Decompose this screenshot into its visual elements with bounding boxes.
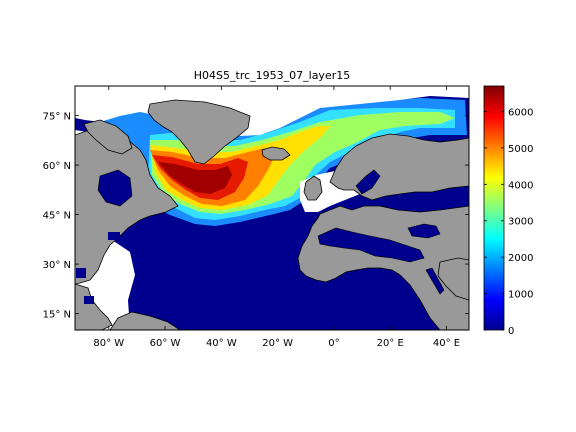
map-frame xyxy=(74,85,470,331)
inland-seas xyxy=(97,169,445,295)
land-arabia xyxy=(437,257,469,301)
y-tick-label: 15° N xyxy=(43,310,71,321)
y-axis: 15° N 30° N 45° N 60° N 75° N xyxy=(43,112,469,321)
sea-red-sea xyxy=(425,267,445,295)
land-north-america xyxy=(75,127,179,285)
y-tick-label: 60° N xyxy=(43,161,71,172)
y-tick-label: 45° N xyxy=(43,211,71,222)
colorbar-tick-label: 0 xyxy=(508,326,514,337)
colorbar xyxy=(483,85,505,331)
colorbar-tick-label: 4000 xyxy=(508,180,533,191)
colorbar-tick-label: 3000 xyxy=(508,217,533,228)
x-tick-label: 20° E xyxy=(377,338,404,349)
tracer-patch-gulf xyxy=(76,268,86,278)
x-tick-label: 0° xyxy=(328,338,339,349)
land-iceland xyxy=(261,146,291,161)
land-greenland xyxy=(147,99,251,165)
no-data-arctic xyxy=(75,86,469,136)
land-baffin-island xyxy=(83,119,133,155)
tracer-patch-caribbean xyxy=(84,296,94,304)
land-central-america xyxy=(75,283,113,330)
colorbar-tick-label: 2000 xyxy=(508,253,533,264)
sea-mediterranean xyxy=(317,227,425,263)
x-tick-label: 20° W xyxy=(262,338,293,349)
colorbar-axis: 0 1000 2000 3000 4000 5000 6000 xyxy=(484,107,533,337)
sea-black-sea xyxy=(407,223,441,239)
x-tick-label: 40° E xyxy=(433,338,460,349)
land-british-isles xyxy=(303,175,323,201)
x-tick-label: 60° W xyxy=(150,338,181,349)
sea-baltic xyxy=(355,169,381,195)
tracer-patch-carolina xyxy=(108,232,120,240)
edge-tracer-patches xyxy=(76,232,120,304)
y-tick-label: 75° N xyxy=(43,112,71,123)
map-area xyxy=(75,86,469,330)
tracer-band-core xyxy=(158,162,232,194)
colorbar-tick-label: 1000 xyxy=(508,290,533,301)
y-tick-label: 30° N xyxy=(43,260,71,271)
land-south-america xyxy=(109,311,181,330)
sea-hudson-bay xyxy=(97,169,133,207)
x-tick-label: 40° W xyxy=(206,338,237,349)
colorbar-tick-label: 6000 xyxy=(508,107,533,118)
x-axis: 80° W 60° W 40° W 20° W 0° 20° E 40° E xyxy=(93,86,460,349)
x-tick-label: 80° W xyxy=(93,338,124,349)
chart-title: H04S5_trc_1953_07_layer15 xyxy=(194,69,350,82)
colorbar-tick-label: 5000 xyxy=(508,144,533,155)
